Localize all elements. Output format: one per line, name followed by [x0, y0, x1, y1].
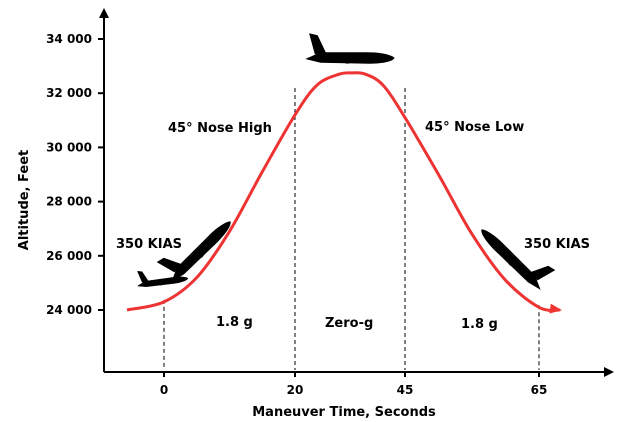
y-tick-label: 24 000 [46, 303, 92, 317]
y-axis-label: Altitude, Feet [17, 150, 32, 250]
x-tick-label: 20 [287, 383, 304, 397]
phase-marker-lines [163, 88, 540, 370]
annotation-g-left: 1.8 g [216, 315, 253, 330]
y-tick-label: 32 000 [46, 86, 92, 100]
aircraft-dive-icon [477, 212, 558, 294]
series-line-altitude [126, 71, 562, 314]
y-axis-ticks: 24 000 26 000 28 000 30 000 32 000 34 000 [46, 32, 104, 317]
annotation-kias-left: 350 KIAS [116, 237, 182, 252]
x-tick-label: 0 [160, 383, 168, 397]
x-tick-label: 65 [531, 383, 548, 397]
y-tick-label: 28 000 [46, 195, 92, 209]
annotation-nose-high: 45° Nose High [168, 121, 272, 136]
annotation-zero-g: Zero-g [325, 316, 373, 331]
x-axis-ticks: 0 20 45 65 [160, 372, 548, 397]
annotation-nose-low: 45° Nose Low [425, 120, 524, 135]
y-tick-label: 26 000 [46, 249, 92, 263]
y-tick-label: 30 000 [46, 140, 92, 154]
x-axis-label: Maneuver Time, Seconds [252, 405, 436, 420]
annotation-kias-right: 350 KIAS [524, 237, 590, 252]
y-tick-label: 34 000 [46, 32, 92, 46]
x-tick-label: 45 [397, 383, 414, 397]
aircraft-top-icon [305, 33, 395, 64]
annotation-g-right: 1.8 g [461, 317, 498, 332]
